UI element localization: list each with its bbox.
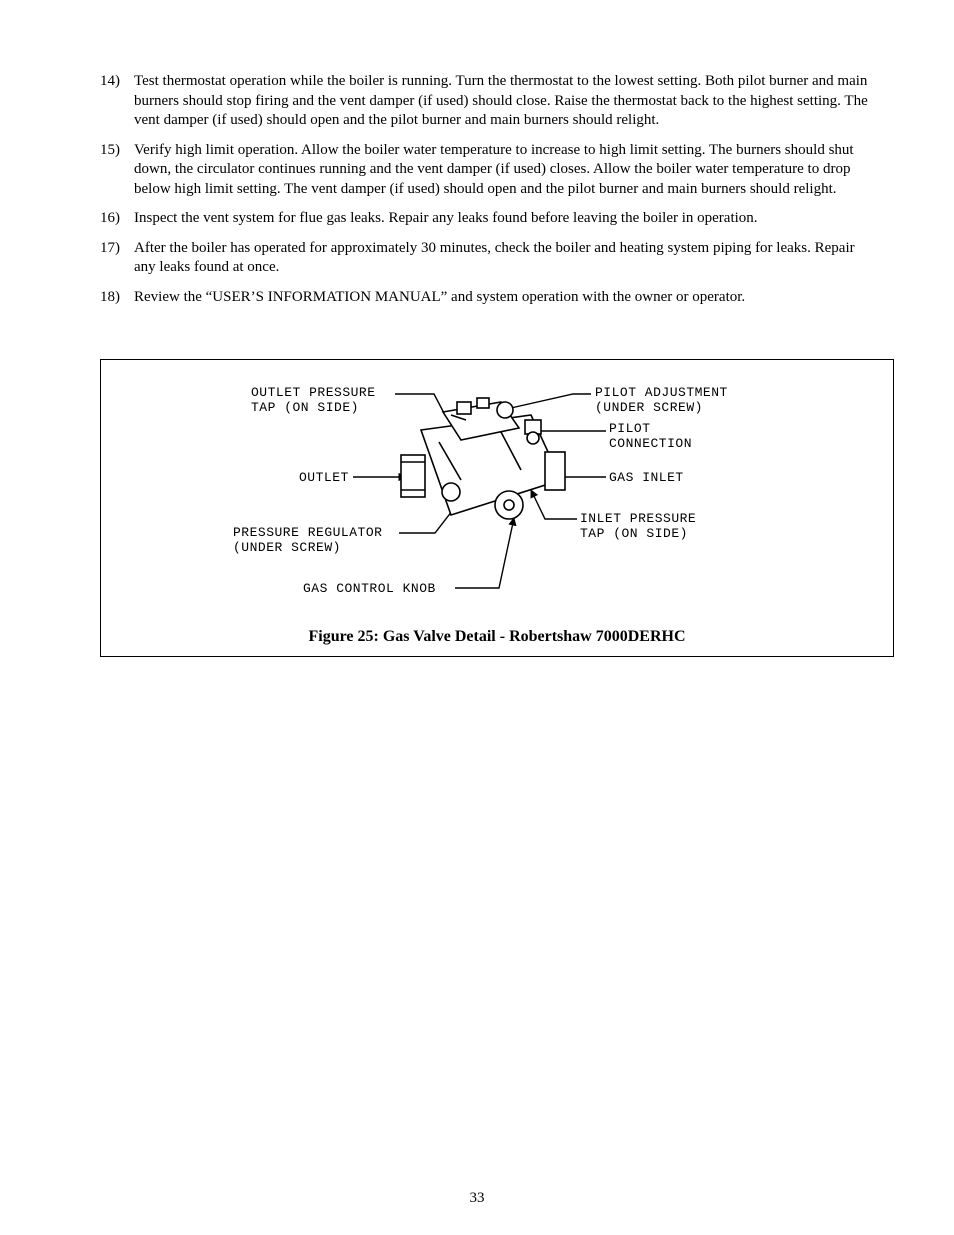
label-gas-inlet: GAS INLET [609,471,684,486]
instruction-steps: 14) Test thermostat operation while the … [100,72,870,307]
figure-25: OUTLET PRESSURE TAP (ON SIDE) OUTLET PRE… [100,359,894,657]
step-number: 18) [100,288,134,308]
step-number: 17) [100,239,134,278]
step-number: 14) [100,72,134,131]
step-text: Verify high limit operation. Allow the b… [134,141,870,200]
step-18: 18) Review the “USER’S INFORMATION MANUA… [100,288,870,308]
label-gas-control-knob: GAS CONTROL KNOB [303,582,436,597]
label-outlet: OUTLET [299,471,349,486]
step-17: 17) After the boiler has operated for ap… [100,239,870,278]
step-text: After the boiler has operated for approx… [134,239,870,278]
label-outlet-pressure-tap: OUTLET PRESSURE TAP (ON SIDE) [251,386,376,416]
label-pilot-connection: PILOT CONNECTION [609,422,692,452]
step-text: Test thermostat operation while the boil… [134,72,870,131]
label-pressure-regulator: PRESSURE REGULATOR (UNDER SCREW) [233,526,382,556]
step-number: 15) [100,141,134,200]
figure-caption: Figure 25: Gas Valve Detail - Robertshaw… [101,628,893,646]
gas-valve-diagram-svg [101,360,893,656]
step-text: Review the “USER’S INFORMATION MANUAL” a… [134,288,870,308]
step-14: 14) Test thermostat operation while the … [100,72,870,131]
page-number: 33 [0,1190,954,1207]
step-15: 15) Verify high limit operation. Allow t… [100,141,870,200]
step-16: 16) Inspect the vent system for flue gas… [100,209,870,229]
label-inlet-pressure-tap: INLET PRESSURE TAP (ON SIDE) [580,512,696,542]
step-number: 16) [100,209,134,229]
step-text: Inspect the vent system for flue gas lea… [134,209,870,229]
label-pilot-adjustment: PILOT ADJUSTMENT (UNDER SCREW) [595,386,728,416]
